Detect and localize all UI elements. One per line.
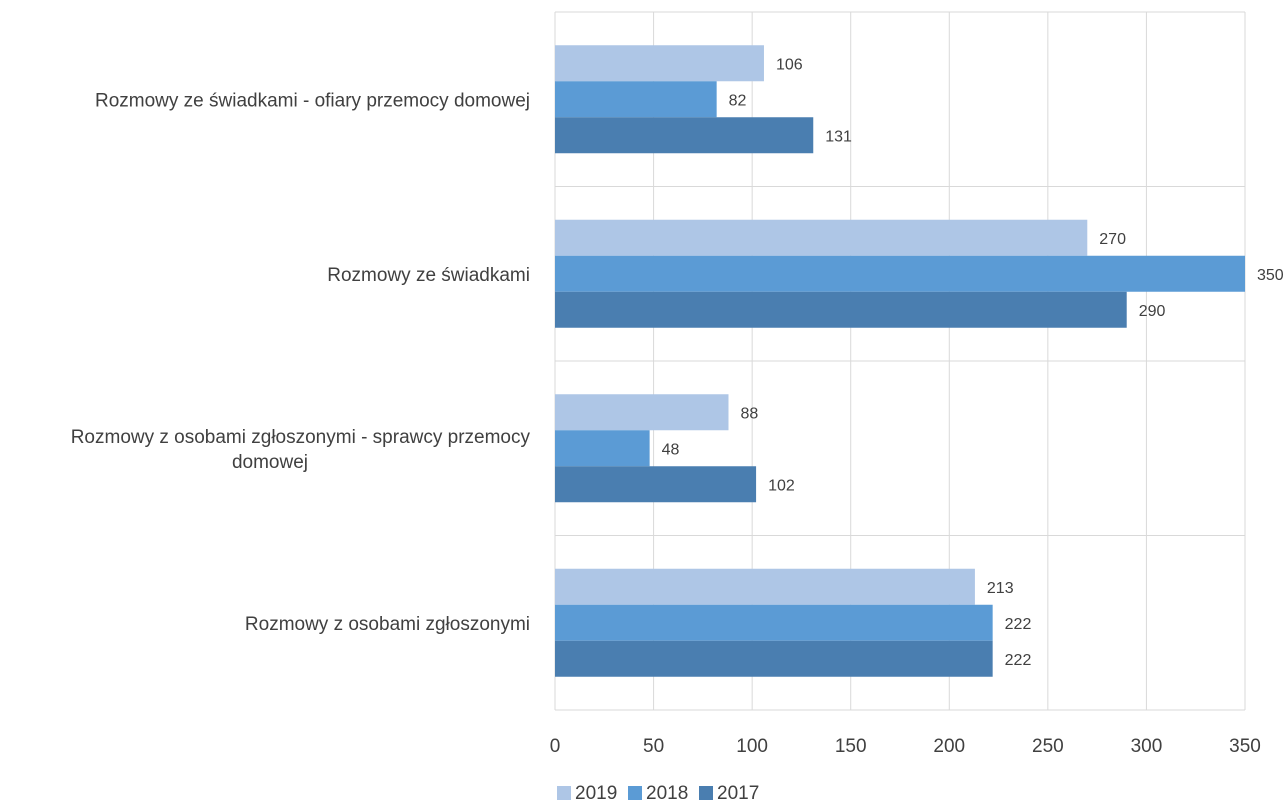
data-labels: 106 82 131 270 350 290 88 48 102 213 222 222 bbox=[662, 56, 1284, 669]
legend-swatch-2018 bbox=[628, 786, 642, 800]
bar-2017 bbox=[555, 291, 1127, 328]
bar-2019 bbox=[555, 219, 1088, 256]
bar-2019 bbox=[555, 45, 764, 82]
data-label-2017: 290 bbox=[1139, 303, 1166, 320]
bar-2018 bbox=[555, 81, 717, 118]
x-tick-label: 350 bbox=[1229, 736, 1261, 757]
bar-2017 bbox=[555, 640, 993, 677]
bar-2018 bbox=[555, 604, 993, 641]
data-label-2017: 102 bbox=[768, 477, 795, 494]
data-label-2018: 48 bbox=[662, 441, 680, 458]
bar-2018 bbox=[555, 430, 650, 467]
data-label-2017: 222 bbox=[1005, 652, 1032, 669]
legend-swatch-2019 bbox=[557, 786, 571, 800]
category-labels: Rozmowy ze świadkami - ofiary przemocy d… bbox=[71, 90, 531, 635]
category-label: domowej bbox=[232, 452, 308, 473]
bar-2018 bbox=[555, 255, 1245, 292]
data-label-2018: 222 bbox=[1005, 616, 1032, 633]
legend-label-2018: 2018 bbox=[646, 783, 688, 801]
x-tick-label: 250 bbox=[1032, 736, 1064, 757]
legend: 2019 2018 2017 bbox=[557, 783, 759, 801]
category-label: Rozmowy ze świadkami bbox=[327, 265, 530, 286]
bar-2019 bbox=[555, 568, 975, 605]
x-tick-label: 200 bbox=[933, 736, 965, 757]
x-tick-label: 150 bbox=[835, 736, 867, 757]
bar-2019 bbox=[555, 394, 729, 431]
x-tick-label: 100 bbox=[736, 736, 768, 757]
data-label-2017: 131 bbox=[825, 128, 852, 145]
legend-swatch-2017 bbox=[699, 786, 713, 800]
x-tick-label: 300 bbox=[1131, 736, 1163, 757]
x-tick-labels: 0 50 100 150 200 250 300 350 bbox=[550, 736, 1261, 757]
bar-2017 bbox=[555, 117, 814, 154]
data-label-2019: 213 bbox=[987, 580, 1014, 597]
x-tick-label: 0 bbox=[550, 736, 561, 757]
legend-label-2017: 2017 bbox=[717, 783, 759, 801]
x-tick-label: 50 bbox=[643, 736, 664, 757]
data-label-2018: 350 bbox=[1257, 267, 1284, 284]
data-label-2019: 106 bbox=[776, 56, 803, 73]
bar-2017 bbox=[555, 466, 757, 503]
data-label-2019: 88 bbox=[740, 405, 758, 422]
bars bbox=[555, 45, 1245, 677]
data-label-2018: 82 bbox=[729, 92, 747, 109]
category-label: Rozmowy z osobami zgłoszonymi - sprawcy … bbox=[71, 427, 531, 448]
category-label: Rozmowy z osobami zgłoszonymi bbox=[245, 614, 530, 635]
data-label-2019: 270 bbox=[1099, 231, 1126, 248]
legend-label-2019: 2019 bbox=[575, 783, 617, 801]
category-label: Rozmowy ze świadkami - ofiary przemocy d… bbox=[95, 90, 530, 111]
